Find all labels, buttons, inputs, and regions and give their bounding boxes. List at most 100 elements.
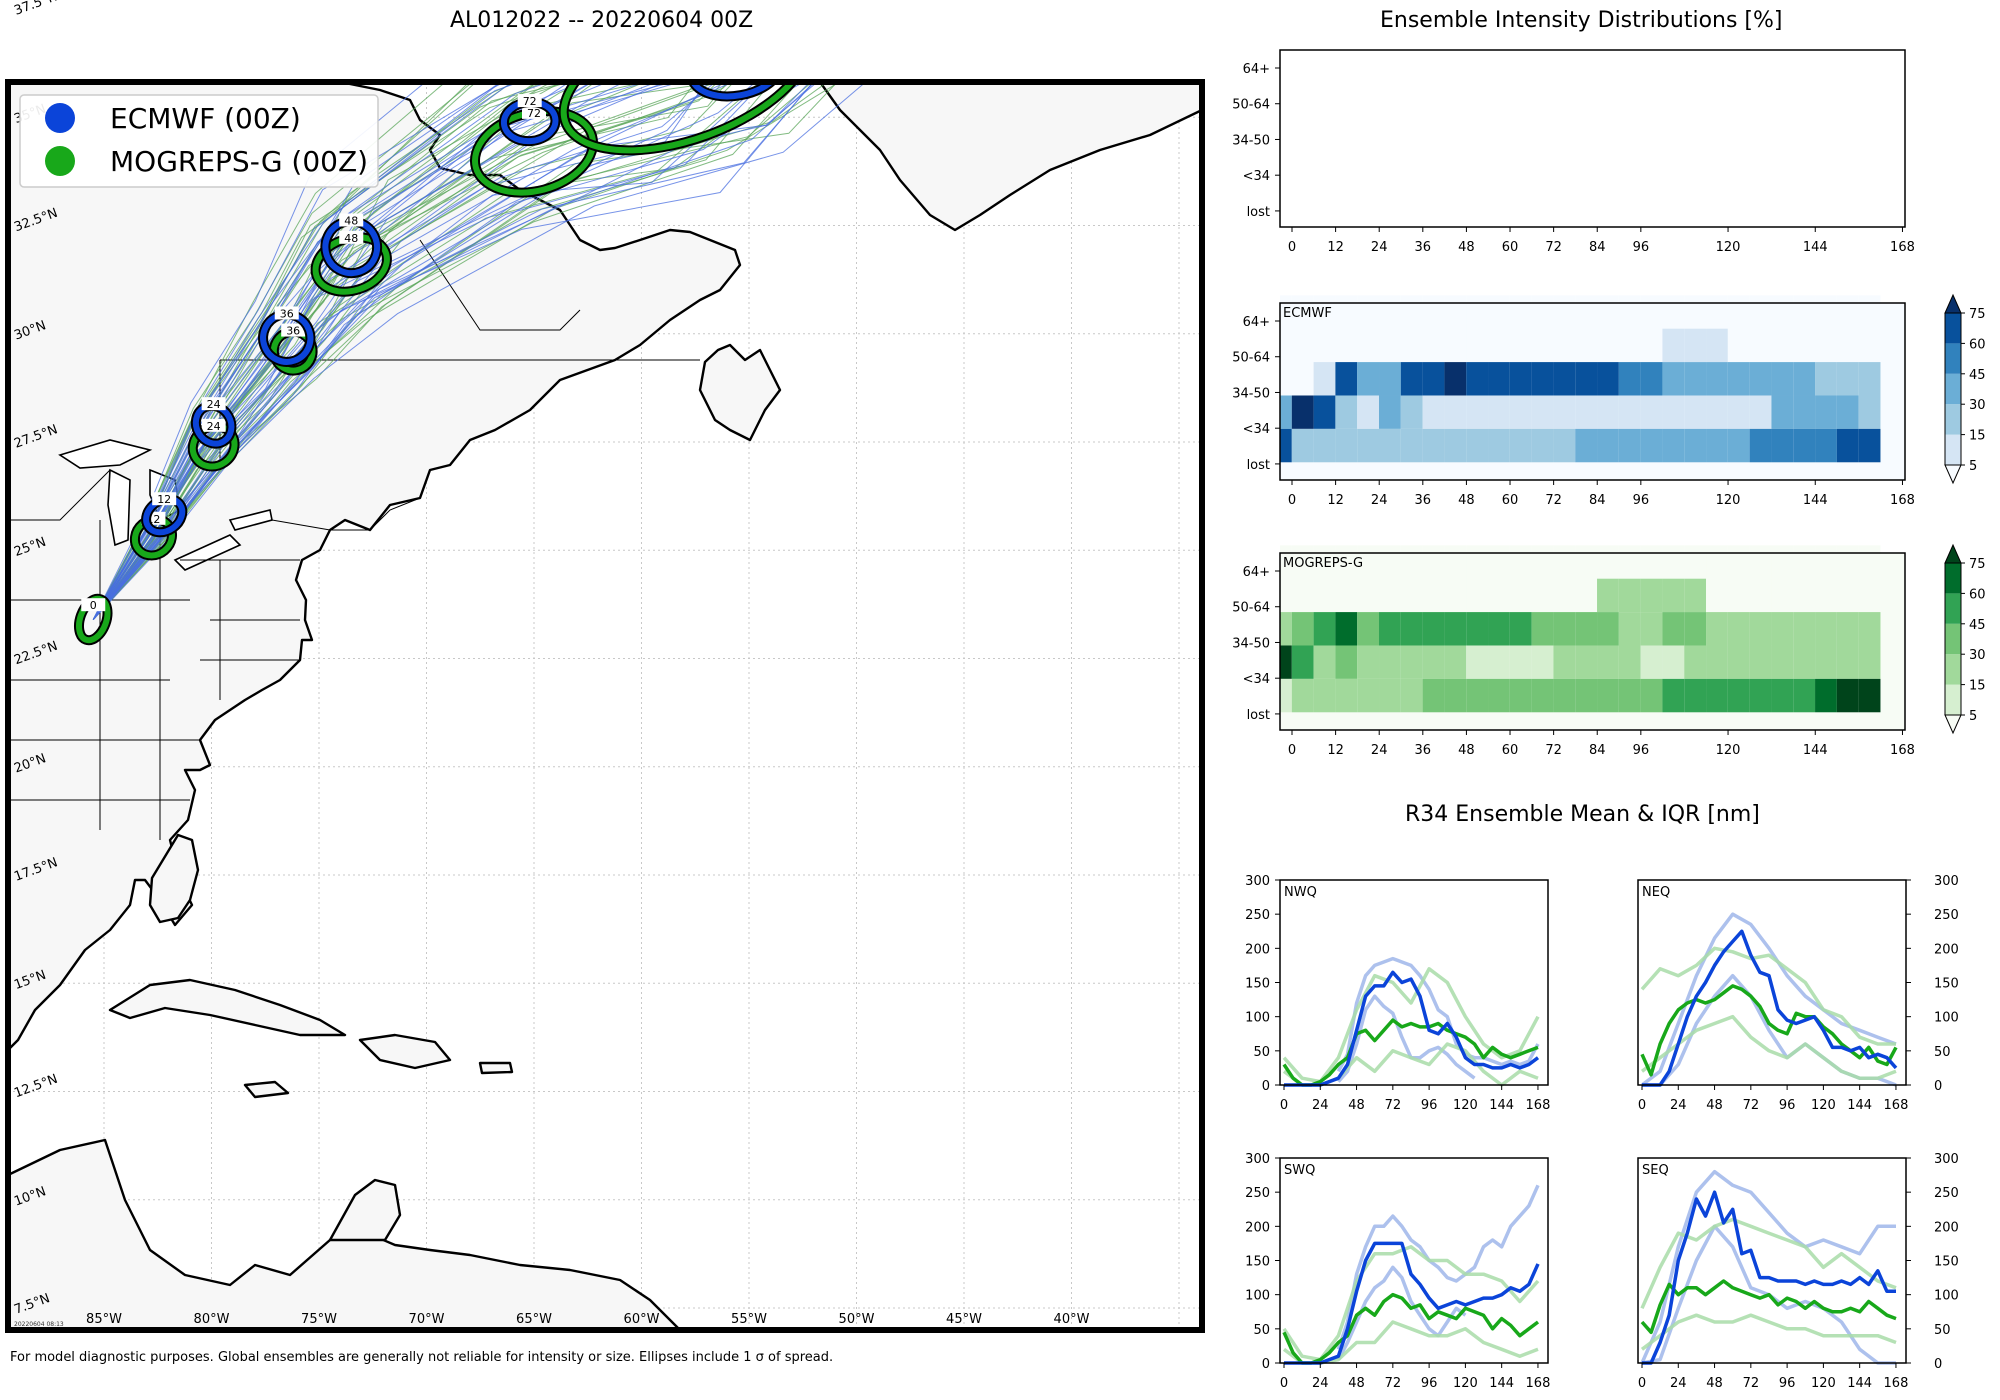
r34-xtick-label: 48 xyxy=(1348,1376,1365,1391)
heatmap-cell xyxy=(1280,612,1292,646)
heatmap-cell xyxy=(1422,428,1445,463)
r34-ytick-label: 0 xyxy=(1934,1357,1942,1372)
jamaica xyxy=(243,1080,290,1099)
heatmap-cell xyxy=(1793,545,1816,579)
heatmap-cell xyxy=(1357,362,1380,396)
ensemble-track-line xyxy=(92,82,763,620)
r34-xtick-label: 96 xyxy=(1421,1376,1438,1391)
heatmap-cell xyxy=(1444,578,1467,613)
r34-xtick-label: 96 xyxy=(1779,1376,1796,1391)
heatmap-cell xyxy=(1466,612,1489,646)
heatmap-cell xyxy=(1727,645,1750,679)
heatmap-xtick-label: 168 xyxy=(1890,493,1915,508)
track-map: 0122436487296122436487296120144 57.5°N55… xyxy=(5,0,1205,1333)
cuba xyxy=(108,978,347,1037)
heatmap-cell xyxy=(1488,328,1510,363)
mogreps-lead-label: 24 xyxy=(207,420,221,433)
heatmap-xtick-label: 12 xyxy=(1327,493,1344,508)
r34-xtick-label: 24 xyxy=(1312,1376,1329,1391)
heatmap-ytick-label: 64+ xyxy=(1243,62,1270,77)
intensity-heatmap-empty: 64+ 50-64 34-50 <34 lost 0 12 24 36 48 60 72 84 96 120… xyxy=(1232,49,1915,255)
heatmap-model-label: MOGREPS-G xyxy=(1283,556,1363,571)
r34-xtick-label: 0 xyxy=(1638,1376,1646,1391)
r34-ytick-label: 150 xyxy=(1245,1255,1270,1270)
r34-ytick-label: 50 xyxy=(1934,1323,1951,1338)
heatmap-cell xyxy=(1291,678,1314,713)
heatmap-cell xyxy=(1422,295,1445,329)
r34-xtick-label: 24 xyxy=(1670,1098,1687,1113)
heatmap-cell xyxy=(1706,578,1728,613)
mogreps-lead-label-bg xyxy=(339,230,364,244)
heatmap-cell xyxy=(1858,545,1881,579)
r34-series-line xyxy=(1640,1313,1897,1351)
heatmap-cell xyxy=(1379,362,1401,396)
heatmap-cell xyxy=(1531,395,1554,429)
heatmap-cell xyxy=(1815,678,1837,713)
r34-xtick-label: 168 xyxy=(1884,1376,1909,1391)
heatmap-cell xyxy=(1280,545,1292,579)
heatmap-cell xyxy=(1444,328,1467,363)
heatmap-xtick-label: 72 xyxy=(1545,240,1562,255)
heatmap-cell xyxy=(1640,362,1663,396)
ecmwf-lead-label: 24 xyxy=(207,398,221,411)
ensemble-track-line xyxy=(92,82,717,620)
heatmap-ytick-label: lost xyxy=(1247,205,1270,220)
r34-xtick-label: 24 xyxy=(1670,1376,1687,1391)
r34-quadrant-label: NWQ xyxy=(1284,885,1317,900)
heatmap-cell xyxy=(1836,428,1859,463)
legend-box xyxy=(19,94,379,188)
heatmap-cell xyxy=(1858,578,1881,613)
heatmap-cell xyxy=(1488,612,1510,646)
ecmwf-lead-label-bg xyxy=(724,36,748,49)
heatmap-cell xyxy=(1400,678,1423,713)
r34-ytick-label: 150 xyxy=(1245,977,1270,992)
heatmap-cell xyxy=(1618,645,1641,679)
heatmap-xtick-label: 36 xyxy=(1415,743,1432,758)
heatmap-xtick-label: 120 xyxy=(1716,743,1741,758)
r34-xtick-label: 96 xyxy=(1421,1098,1438,1113)
heatmap-cell xyxy=(1357,678,1380,713)
heatmap-ytick-label: 34-50 xyxy=(1232,636,1270,651)
r34-ytick-label: 250 xyxy=(1934,908,1959,923)
heatmap-cell xyxy=(1749,328,1772,363)
heatmap-xtick-label: 0 xyxy=(1288,493,1296,508)
heatmap-cell xyxy=(1618,395,1641,429)
colorbar-segment xyxy=(1945,343,1961,374)
heatmap-cell xyxy=(1706,295,1728,329)
heatmap-cell xyxy=(1509,362,1532,396)
map-title: AL012022 -- 20220604 00Z xyxy=(450,8,754,33)
heatmap-cell xyxy=(1727,678,1750,713)
colorbar-segment xyxy=(1945,404,1961,435)
r34-ytick-label: 200 xyxy=(1934,942,1959,957)
heatmap-cell xyxy=(1335,295,1358,329)
heatmap-cell xyxy=(1684,362,1707,396)
puerto-rico xyxy=(478,1061,514,1075)
heatmap-cell xyxy=(1291,428,1314,463)
heatmap-cell xyxy=(1335,362,1358,396)
ensemble-track-line xyxy=(92,82,583,620)
heatmap-cell xyxy=(1597,612,1619,646)
heatmap-cell xyxy=(1280,645,1292,679)
heatmap-cell xyxy=(1444,612,1467,646)
heatmap-cell xyxy=(1618,295,1641,329)
heatmap-cell xyxy=(1575,612,1598,646)
heatmap-cell xyxy=(1509,395,1532,429)
heatmap-cell xyxy=(1444,295,1467,329)
r34-series-line xyxy=(1640,1169,1896,1364)
heatmap-cell xyxy=(1662,362,1685,396)
heatmap-xtick-label: 72 xyxy=(1545,743,1562,758)
heatmap-cell xyxy=(1597,428,1619,463)
r34-xtick-label: 48 xyxy=(1706,1376,1723,1391)
colorbar-segment xyxy=(1945,684,1961,715)
r34-xtick-label: 48 xyxy=(1348,1098,1365,1113)
heatmap-cell xyxy=(1771,328,1794,363)
heatmap-cell xyxy=(1640,295,1663,329)
heatmap-cell xyxy=(1422,328,1445,363)
ensemble-track-line xyxy=(92,82,626,620)
heatmap-xtick-label: 0 xyxy=(1288,743,1296,758)
ensemble-track-line xyxy=(92,82,728,620)
heatmap-cell xyxy=(1422,612,1445,646)
heatmap-cell xyxy=(1597,362,1619,396)
lon-tick-label: 70°W xyxy=(409,1312,445,1327)
